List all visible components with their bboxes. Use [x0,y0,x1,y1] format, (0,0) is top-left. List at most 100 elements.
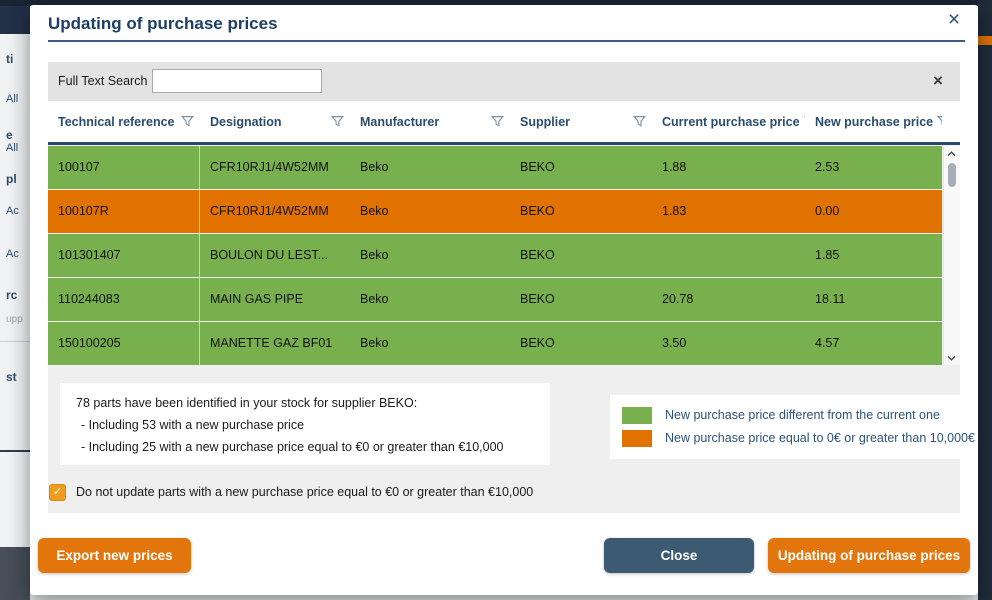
cell-current-price: 3.50 [662,336,687,350]
background-fragment: Ac [6,248,19,260]
cell-manufacturer: Beko [360,336,389,350]
legend-item: New purchase price different from the cu… [622,405,960,425]
cell-technical-reference: 150100205 [48,322,200,365]
background-fragment: All [6,142,19,154]
column-label: New purchase price [815,114,934,129]
summary-line: - Including 25 with a new purchase price… [81,440,504,454]
dialog-content: Full Text Search × Technical reference D… [48,62,975,513]
cell-new-price: 2.53 [815,160,840,174]
table-body: 100107 CFR10RJ1/4W52MM Beko BEKO 1.88 2.… [48,146,942,366]
summary-line: 78 parts have been identified in your st… [76,396,418,410]
column-header-supplier[interactable]: Supplier [510,101,652,142]
legend: New purchase price different from the cu… [610,395,975,459]
search-input[interactable] [152,69,322,93]
purchase-prices-dialog: Updating of purchase prices × Full Text … [30,5,978,595]
column-header-designation[interactable]: Designation [200,101,350,142]
cell-designation: MAIN GAS PIPE [210,292,304,306]
clear-search-icon[interactable]: × [933,71,943,90]
background-fragment: upp [6,314,23,325]
background-fragment: pl [6,172,17,186]
cell-supplier: BEKO [520,204,555,218]
cell-current-price: 20.78 [662,292,694,306]
background-footer-block [0,547,30,600]
legend-item: New purchase price equal to 0€ or greate… [622,428,975,448]
cell-current-price: 1.83 [662,204,687,218]
table-header: Technical reference Designation Manufact… [48,101,960,145]
table-row[interactable]: 101301407 BOULON DU LEST... Beko BEKO 1.… [48,234,942,277]
background-header-block [0,6,30,34]
background-fragment: rc [6,288,18,302]
scroll-down-icon[interactable] [944,351,959,364]
column-label: Supplier [520,114,571,129]
cell-new-price: 0.00 [815,204,840,218]
cell-designation: BOULON DU LEST... [210,248,329,262]
table-row[interactable]: 100107R CFR10RJ1/4W52MM Beko BEKO 1.83 0… [48,190,942,233]
search-label: Full Text Search [58,74,148,88]
cell-manufacturer: Beko [360,160,389,174]
background-top-bar [0,0,992,6]
cell-designation: CFR10RJ1/4W52MM [210,204,329,218]
background-fragment: All [6,93,19,105]
table-row[interactable]: 110244083 MAIN GAS PIPE Beko BEKO 20.78 … [48,278,942,321]
summary-box: 78 parts have been identified in your st… [60,383,550,465]
column-label: Manufacturer [360,114,440,129]
cell-designation: CFR10RJ1/4W52MM [210,160,329,174]
orange-swatch [622,429,652,447]
cell-supplier: BEKO [520,292,555,306]
column-header-technical-reference[interactable]: Technical reference [48,101,200,142]
legend-label: New purchase price equal to 0€ or greate… [665,431,975,445]
skip-option-label: Do not update parts with a new purchase … [76,485,534,499]
close-button[interactable]: Close [604,538,754,573]
cell-new-price: 4.57 [815,336,840,350]
cell-manufacturer: Beko [360,204,389,218]
background-divider [0,450,30,452]
update-purchase-prices-button[interactable]: Updating of purchase prices [768,538,970,573]
background-fragment: Ac [6,205,19,217]
table-row[interactable]: 100107 CFR10RJ1/4W52MM Beko BEKO 1.88 2.… [48,146,942,189]
skip-option-row: ✓ Do not update parts with a new purchas… [49,483,533,501]
column-label: Current purchase price [662,114,800,129]
background-left-strip: ti All e All pl Ac Ac rc upp st [0,6,30,600]
column-label: Designation [210,114,282,129]
filter-icon[interactable] [181,115,194,128]
cell-manufacturer: Beko [360,248,389,262]
cell-designation: MANETTE GAZ BF01 [210,336,333,350]
background-divider [0,341,30,342]
close-icon[interactable]: × [947,8,961,31]
cell-technical-reference: 100107R [48,190,200,233]
table-scrollbar[interactable] [943,146,960,365]
filter-icon[interactable] [331,115,344,128]
scroll-up-icon[interactable] [944,147,959,160]
dialog-title: Updating of purchase prices [48,14,278,33]
background-orange-chip [978,36,992,45]
column-header-new-purchase-price[interactable]: New purchase price [805,101,942,142]
column-header-current-purchase-price[interactable]: Current purchase price [652,101,805,142]
green-swatch [622,406,652,424]
filter-icon[interactable] [633,115,646,128]
column-header-manufacturer[interactable]: Manufacturer [350,101,510,142]
cell-manufacturer: Beko [360,292,389,306]
cell-current-price [652,234,805,277]
cell-technical-reference: 100107 [48,146,200,189]
search-bar: Full Text Search × [48,62,960,101]
legend-label: New purchase price different from the cu… [665,408,940,422]
column-label: Technical reference [58,114,175,129]
cell-new-price: 1.85 [815,248,840,262]
summary-line: - Including 53 with a new purchase price [81,418,305,432]
cell-current-price: 1.88 [662,160,687,174]
title-underline [48,40,965,42]
cell-supplier: BEKO [520,248,555,262]
scrollbar-thumb[interactable] [947,163,956,187]
table-row[interactable]: 150100205 MANETTE GAZ BF01 Beko BEKO 3.5… [48,322,942,365]
cell-technical-reference: 101301407 [48,234,200,277]
background-fragment: ti [6,52,14,66]
export-new-prices-button[interactable]: Export new prices [38,538,191,573]
background-fragment: e [6,128,13,142]
cell-technical-reference: 110244083 [48,278,200,321]
header-scrollbar-spacer [942,101,958,142]
cell-supplier: BEKO [520,336,555,350]
filter-icon[interactable] [491,115,504,128]
background-fragment: st [6,370,17,384]
skip-option-checkbox[interactable]: ✓ [49,483,66,501]
background-right-strip [978,0,992,600]
